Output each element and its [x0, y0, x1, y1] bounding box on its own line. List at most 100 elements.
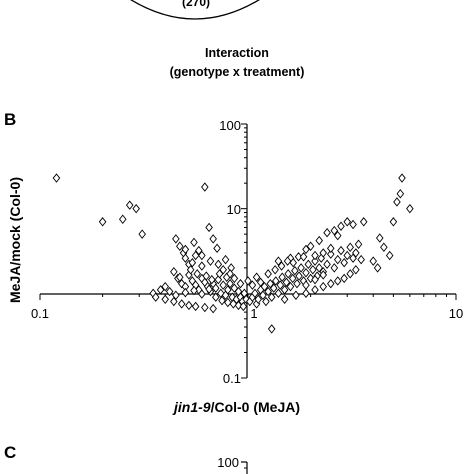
data-point [98, 217, 107, 227]
data-point [280, 294, 289, 305]
data-point [337, 221, 345, 231]
data-point [354, 239, 363, 249]
data-point [406, 203, 414, 214]
panel-c-axis-fragment: 100 [217, 455, 248, 474]
data-point [138, 229, 146, 239]
data-point [170, 266, 178, 277]
venn-circle-count: (270) [182, 0, 210, 9]
x-tick-label-0-1: 0.1 [31, 306, 49, 321]
data-point [319, 281, 328, 292]
y-tick-label-0-1: 0.1 [223, 371, 241, 386]
data-point [283, 256, 292, 266]
data-point [291, 265, 299, 276]
data-point [389, 217, 398, 227]
data-point [234, 300, 243, 311]
data-point [280, 285, 289, 295]
data-point [284, 269, 292, 279]
data-point [201, 182, 209, 192]
data-point [181, 253, 190, 263]
x-tick-label-1: 1 [250, 306, 257, 321]
data-point [185, 300, 193, 311]
data-point [208, 274, 216, 285]
y-axis-ticks [241, 123, 247, 379]
data-point [271, 265, 279, 275]
data-point [286, 281, 295, 292]
data-point [343, 250, 352, 261]
data-point [340, 273, 348, 284]
data-point [340, 257, 348, 268]
data-point [209, 234, 217, 244]
data-point [256, 277, 265, 288]
data-point [267, 324, 276, 334]
data-point [172, 234, 180, 244]
panel-label-b: B [4, 110, 16, 129]
data-point [259, 290, 267, 300]
data-point [217, 288, 225, 299]
data-point [190, 285, 198, 296]
data-point [248, 280, 257, 290]
data-point [229, 299, 238, 309]
data-point [224, 285, 232, 295]
data-point [304, 259, 313, 270]
y-tick-label-100: 100 [219, 118, 241, 133]
y-axis-title: MeJA/mock (Col-0) [7, 177, 23, 303]
data-point [278, 272, 286, 282]
data-point [181, 287, 190, 298]
data-point [177, 278, 186, 289]
venn-caption-line2: (genotype x treatment) [170, 65, 305, 79]
data-point [188, 257, 197, 268]
data-point [343, 217, 352, 227]
data-point [172, 290, 180, 300]
data-point [309, 265, 317, 275]
data-point [219, 280, 227, 290]
data-point [264, 269, 272, 279]
data-point [292, 290, 300, 300]
data-point [326, 243, 335, 254]
data-point [380, 242, 388, 252]
data-point [274, 256, 283, 266]
data-point [302, 244, 310, 255]
data-point [357, 254, 365, 265]
data-point [302, 268, 310, 278]
data-point [302, 280, 310, 290]
data-point [375, 233, 384, 243]
data-point [267, 292, 276, 302]
data-point [251, 288, 259, 299]
x-axis-title-genotype: jin1-9 [172, 399, 211, 415]
data-point [315, 235, 324, 246]
scatter-plot-b: 100 10 0.1 0.1 1 10 jin1-9/Col-0 (MeJA) … [7, 118, 463, 415]
data-point [269, 283, 278, 293]
data-point [326, 278, 335, 289]
data-point [156, 285, 165, 295]
data-point [191, 250, 200, 261]
data-point [349, 219, 357, 230]
data-point [212, 283, 220, 293]
data-point [252, 272, 261, 282]
data-point [319, 248, 328, 258]
data-point [282, 277, 291, 288]
data-point [274, 288, 283, 299]
data-point [177, 299, 186, 309]
venn-circle-arc [130, 0, 260, 20]
data-point [299, 252, 308, 262]
data-point [218, 295, 226, 306]
data-point [205, 284, 213, 294]
data-point [289, 257, 298, 268]
data-point [266, 278, 275, 289]
data-point [326, 249, 335, 259]
data-point [319, 270, 328, 280]
data-point [333, 230, 342, 241]
data-point [161, 294, 170, 305]
data-point [201, 302, 209, 313]
data-point [244, 276, 252, 286]
venn-fragment: (270) Interaction (genotype x treatment) [130, 0, 305, 79]
data-point [385, 250, 394, 261]
x-tick-label-10: 10 [449, 306, 463, 321]
scatter-points [52, 173, 414, 334]
venn-caption-line1: Interaction [205, 46, 269, 60]
data-point [239, 301, 248, 312]
data-point [337, 245, 345, 256]
data-point [311, 274, 319, 285]
data-point [306, 241, 315, 251]
data-point [236, 278, 245, 289]
